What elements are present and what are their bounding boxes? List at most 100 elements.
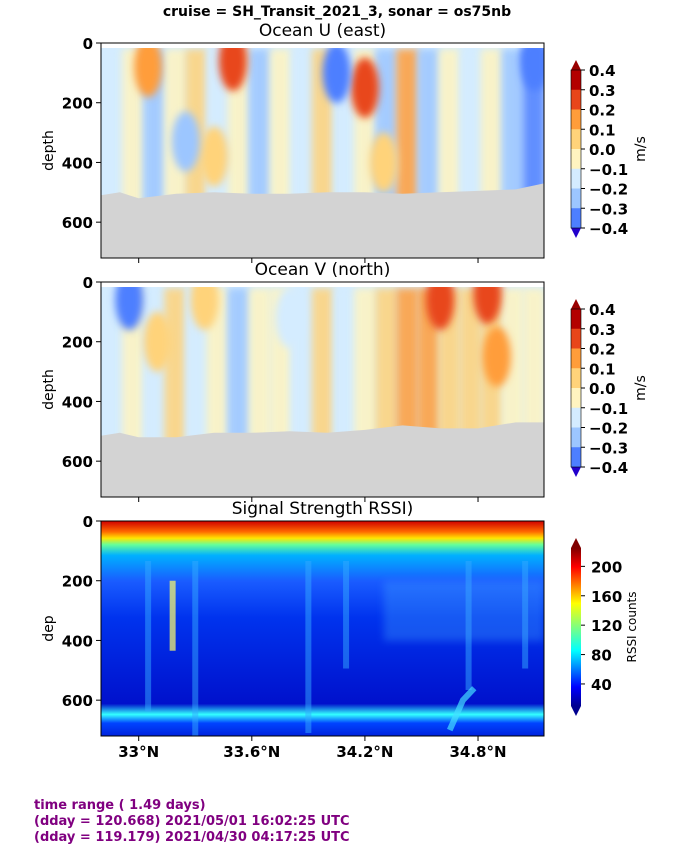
y-tick-label: 200 [62,334,93,352]
colorbar-tick-label: 0.1 [589,360,616,378]
colorbar-extend-bottom [571,706,581,716]
panel-1: Ocean U (east)0200400600depth0.40.30.20.… [41,21,649,263]
panel-title: Ocean U (east) [259,21,386,41]
y-axis-label: depth [41,130,57,171]
colorbar-segment [571,89,581,110]
colorbar-tick-label: −0.2 [589,181,628,199]
axes-frame [100,281,545,498]
time-range-footer: time range ( 1.49 days) (dday = 120.668)… [34,798,350,846]
colorbar-tick-label: 0.2 [589,102,616,120]
velocity-feature [134,43,163,97]
colorbar-tick-label: −0.2 [589,420,628,438]
y-tick-label: 400 [62,154,93,172]
plot-area [101,282,544,497]
y-tick-label: 400 [62,632,93,650]
colorbar-label: RSSI counts [625,591,639,662]
colorbar-segment [571,407,581,428]
colorbar-label: m/s [633,375,649,401]
rssi-streak [305,561,312,733]
colorbar-segment [571,149,581,170]
velocity-feature [426,282,455,330]
x-tick-label: 34.8°N [449,743,506,761]
figure-suptitle: cruise = SH_Transit_2021_3, sonar = os75… [163,4,511,20]
colorbar-segment [571,188,581,209]
plot-area [101,43,544,258]
time-range-duration: time range ( 1.49 days) [34,798,206,813]
colorbar-tick-label: −0.4 [589,459,628,477]
colorbar-segment [571,348,581,369]
axes-frame [100,42,545,259]
velocity-feature [171,111,200,172]
y-tick-label: 600 [62,214,93,232]
no-data-strip [101,43,544,48]
colorbar: 200 160 120 80 40 RSSI counts [571,538,639,716]
colorbar-tick-label: 120 [591,617,622,635]
colorbar-segment [571,427,581,448]
panel-title: Signal Strength RSSI) [232,499,414,519]
velocity-feature [350,57,379,118]
panel-title: Ocean V (north) [255,260,391,280]
velocity-feature [520,43,544,91]
colorbar-tick-label: 0.3 [589,321,616,339]
colorbar-tick-label: 160 [591,588,622,606]
axes-frame [100,520,545,737]
velocity-feature [143,311,172,372]
colorbar-tick-label: 0.3 [589,82,616,100]
rssi-feature [447,686,477,732]
y-tick-label: 200 [62,95,93,113]
colorbar-segment [571,129,581,150]
colorbar-segment [571,328,581,349]
colorbar-extend-top [571,299,581,309]
colorbar-segment [571,388,581,409]
colorbar-extend-top [571,60,581,70]
colorbar-tick-label: −0.1 [589,161,628,179]
colorbar-tick-label: 80 [591,647,612,665]
colorbar-body [571,548,581,706]
colorbar-tick-label: −0.3 [589,439,628,457]
y-axis-label: depth [41,369,57,410]
rssi-streak [145,561,152,712]
rssi-streak [343,561,350,669]
x-tick-label: 33°N [118,743,159,761]
colorbar-tick-label: 40 [591,676,612,694]
colorbar-tick-label: 0.0 [589,380,616,398]
time-range-start: (dday = 119.179) 2021/04/30 04:17:25 UTC [34,830,350,845]
velocity-feature [218,43,247,91]
velocity-feature [190,282,219,330]
colorbar-segment [571,109,581,130]
colorbar-tick-label: 0.2 [589,341,616,359]
y-tick-label: 600 [62,692,93,710]
panel-2: Ocean V (north)0200400600depth0.40.30.20… [41,260,649,502]
y-tick-label: 600 [62,453,93,471]
rssi-feature [169,580,176,651]
velocity-feature [275,287,304,348]
y-tick-label: 0 [83,513,93,531]
colorbar-extend-top [571,538,581,548]
rssi-streak [192,561,199,736]
colorbar-segment [571,208,581,229]
colorbar-tick-label: 0.4 [589,62,616,80]
colorbar-label: m/s [633,136,649,162]
colorbar-segment [571,368,581,389]
colorbar-tick-label: −0.4 [589,220,628,238]
velocity-feature [482,326,511,387]
colorbar-segment [571,447,581,468]
velocity-feature [200,126,229,187]
colorbar-tick-label: −0.1 [589,400,628,418]
colorbar-segment [571,168,581,189]
colorbar: 0.4 0.3 0.20.1 0.0 −0.1 −0.2−0.3 −0.4 m/s [570,60,649,238]
panel-3: Signal Strength RSSI) 0 200 400 600 dep 33°N 33… [41,499,639,761]
velocity-feature [115,282,144,330]
y-axis-label: dep [41,615,57,642]
velocity-feature [322,43,351,103]
no-data-strip [101,282,544,287]
colorbar-tick-label: −0.3 [589,200,628,218]
x-tick-label: 33.6°N [223,743,280,761]
colorbar-tick-label: 200 [591,558,622,576]
colorbar-extend-bottom [571,228,581,238]
plot-area [101,521,544,736]
seafloor [101,183,544,258]
velocity-feature [369,132,398,193]
x-tick-label: 34.2°N [336,743,393,761]
